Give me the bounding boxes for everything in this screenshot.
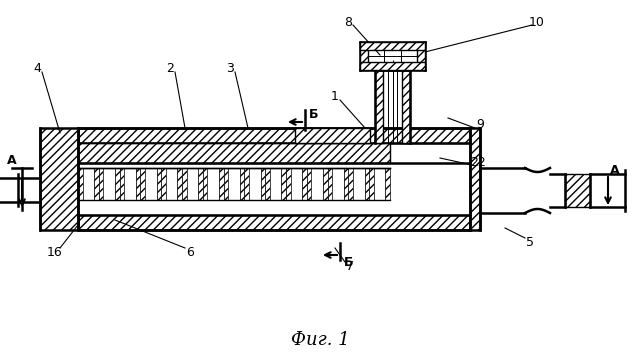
- Bar: [328, 168, 332, 200]
- Bar: [207, 168, 219, 200]
- Bar: [228, 168, 240, 200]
- Bar: [124, 168, 136, 200]
- Bar: [187, 168, 198, 200]
- Bar: [99, 168, 104, 200]
- Bar: [282, 168, 286, 200]
- Bar: [83, 168, 94, 200]
- Bar: [140, 168, 145, 200]
- Bar: [177, 168, 182, 200]
- Text: 6: 6: [186, 245, 194, 258]
- Text: 16: 16: [47, 245, 63, 258]
- Bar: [323, 168, 328, 200]
- Bar: [360, 62, 425, 70]
- Bar: [374, 168, 385, 200]
- Bar: [265, 168, 270, 200]
- Bar: [223, 168, 228, 200]
- Bar: [161, 168, 166, 200]
- Bar: [565, 174, 590, 207]
- Bar: [353, 168, 365, 200]
- Bar: [182, 168, 187, 200]
- Bar: [270, 168, 282, 200]
- Bar: [417, 42, 425, 70]
- Text: 4: 4: [33, 61, 41, 74]
- Bar: [286, 168, 291, 200]
- Bar: [375, 70, 383, 143]
- Text: 10: 10: [529, 16, 545, 29]
- Bar: [302, 168, 307, 200]
- Bar: [78, 215, 470, 230]
- Bar: [307, 168, 312, 200]
- Bar: [104, 168, 115, 200]
- Bar: [203, 168, 207, 200]
- Text: 7: 7: [346, 260, 354, 273]
- Bar: [312, 168, 323, 200]
- Bar: [145, 168, 157, 200]
- Text: Фиг. 1: Фиг. 1: [291, 331, 349, 349]
- Bar: [260, 168, 265, 200]
- Bar: [78, 168, 83, 200]
- Bar: [120, 168, 124, 200]
- Text: Б: Б: [344, 257, 353, 270]
- Bar: [369, 168, 374, 200]
- Bar: [78, 128, 470, 143]
- Bar: [344, 168, 348, 200]
- Bar: [240, 168, 244, 200]
- Bar: [115, 168, 120, 200]
- Text: 9: 9: [476, 118, 484, 131]
- Bar: [360, 42, 368, 70]
- Bar: [78, 143, 390, 163]
- Text: 22: 22: [470, 156, 486, 169]
- Text: 5: 5: [526, 235, 534, 248]
- Bar: [157, 168, 161, 200]
- Text: А: А: [7, 153, 17, 166]
- Bar: [348, 168, 353, 200]
- Bar: [385, 168, 390, 200]
- Bar: [166, 168, 177, 200]
- Bar: [360, 42, 425, 50]
- Text: 2: 2: [166, 61, 174, 74]
- Text: 3: 3: [226, 61, 234, 74]
- Text: А: А: [610, 164, 620, 177]
- Bar: [94, 168, 99, 200]
- Bar: [402, 70, 410, 143]
- Text: 8: 8: [344, 16, 352, 29]
- Bar: [365, 168, 369, 200]
- Bar: [198, 168, 203, 200]
- Bar: [136, 168, 140, 200]
- Bar: [219, 168, 223, 200]
- Text: 1: 1: [331, 91, 339, 104]
- Bar: [332, 168, 344, 200]
- Bar: [249, 168, 260, 200]
- Bar: [40, 128, 78, 230]
- Bar: [244, 168, 249, 200]
- Polygon shape: [295, 128, 370, 143]
- Bar: [470, 128, 480, 230]
- Bar: [291, 168, 302, 200]
- Text: Б: Б: [309, 108, 319, 121]
